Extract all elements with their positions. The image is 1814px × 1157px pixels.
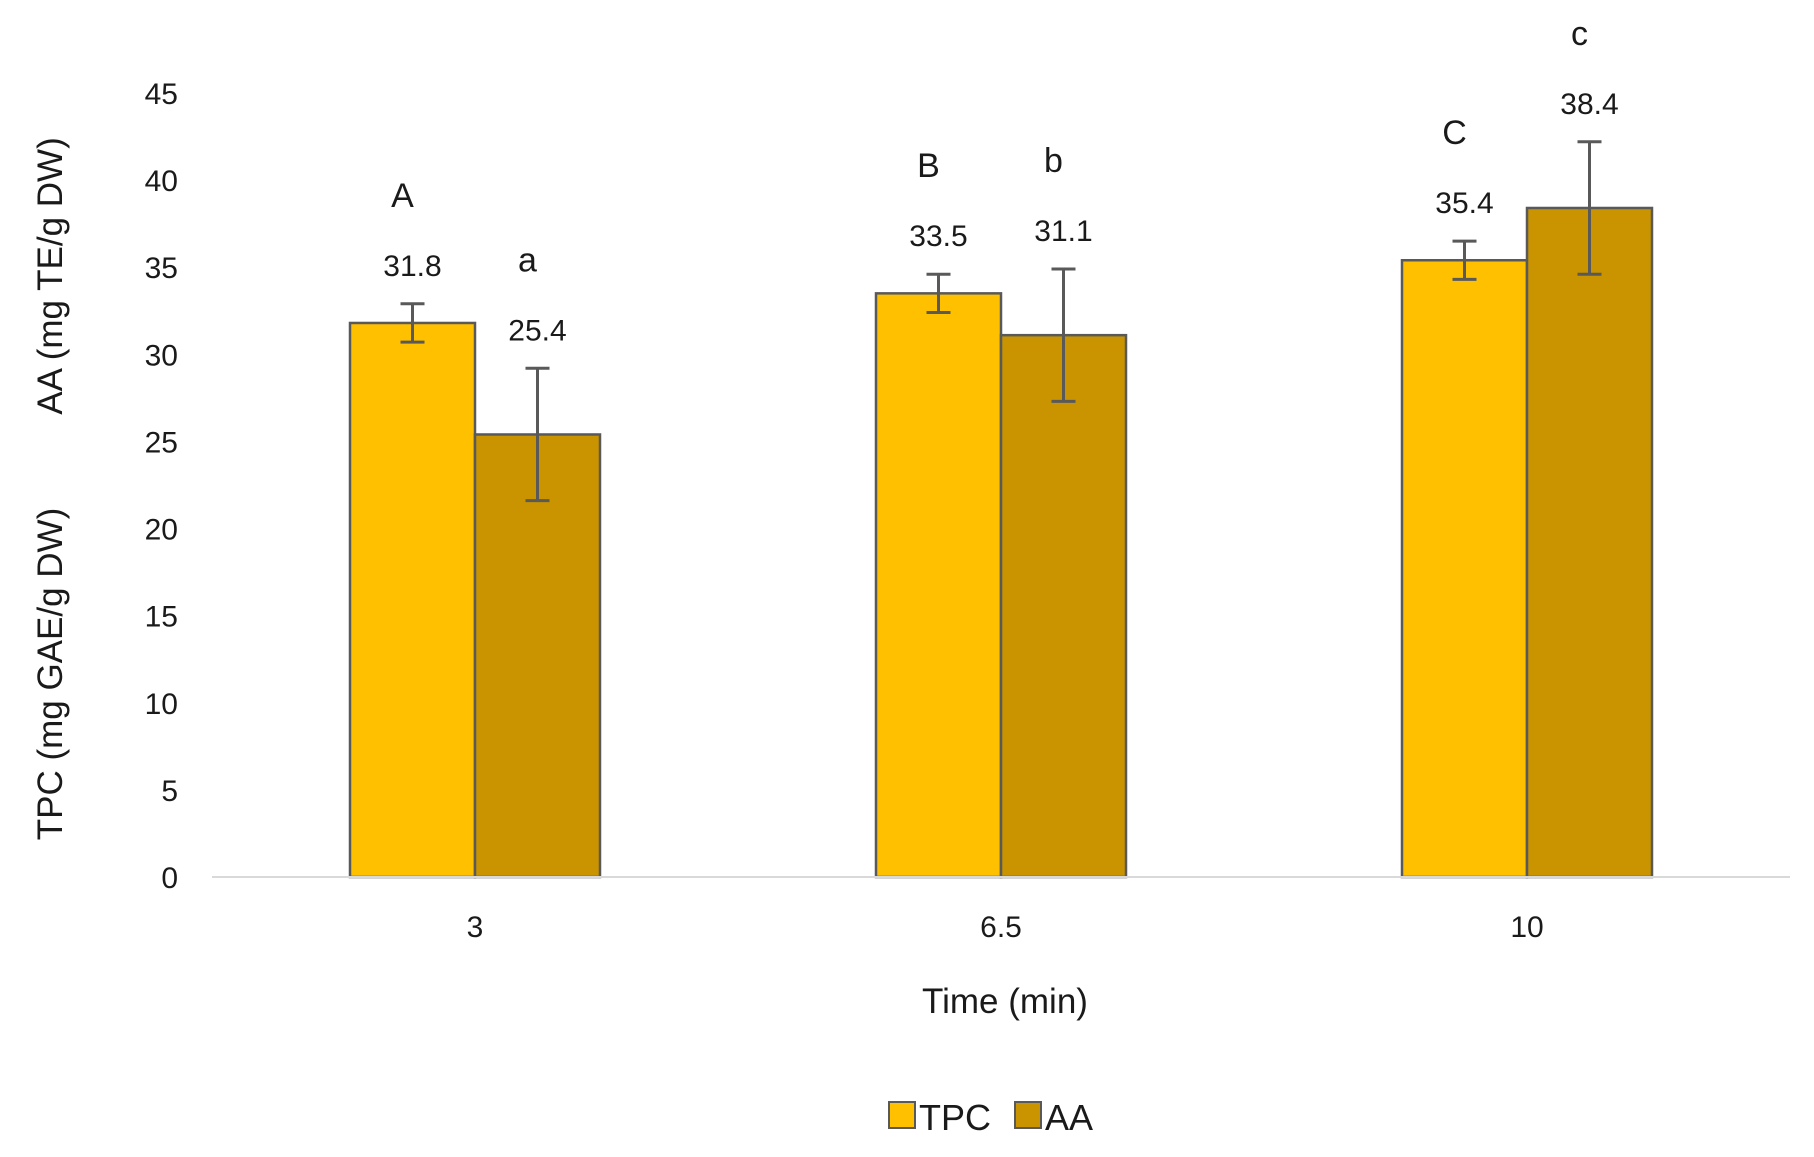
y-axis: 0 5 10 15 20 25 30 35 40 45: [145, 78, 178, 895]
error-bar: [1452, 239, 1477, 281]
y-tick-label: 35: [145, 252, 178, 285]
bar-aa: [999, 333, 1128, 879]
error-bar: [525, 366, 550, 503]
error-bar: [400, 302, 425, 344]
y-tick-label: 45: [145, 78, 178, 111]
legend-swatch: [888, 1101, 916, 1129]
legend-label: TPC: [919, 1097, 991, 1138]
data-label: 31.1: [1034, 215, 1092, 248]
bars: [348, 206, 1654, 879]
x-tick-label: 10: [1510, 911, 1543, 944]
legend-label: AA: [1045, 1097, 1093, 1138]
significance-letter: c: [1571, 15, 1588, 53]
y-tick-label: 40: [145, 165, 178, 198]
y-tick-label: 25: [145, 426, 178, 459]
y-tick-label: 15: [145, 601, 178, 634]
x-tick-label: 3: [467, 911, 484, 944]
bar-tpc: [874, 292, 1003, 879]
data-label: 35.4: [1435, 187, 1493, 220]
y-tick-label: 0: [161, 862, 178, 895]
y-tick-label: 20: [145, 514, 178, 547]
y-axis-title-tpc: TPC (mg GAE/g DW): [31, 508, 70, 841]
error-bar: [926, 272, 951, 315]
bar-tpc: [348, 321, 477, 879]
data-label: 33.5: [909, 220, 967, 253]
error-bar: [1577, 140, 1602, 276]
significance-letter: a: [518, 241, 537, 279]
legend-item-tpc: TPC: [888, 1097, 991, 1138]
y-tick-label: 5: [161, 775, 178, 808]
bar-aa: [1525, 206, 1654, 879]
significance-letter: A: [391, 177, 414, 215]
bar-aa: [473, 433, 602, 879]
y-axis-title: TPC (mg GAE/g DW) AA (mg TE/g DW): [31, 137, 70, 840]
x-tick-label: 6.5: [980, 911, 1022, 944]
significance-letter: C: [1442, 114, 1467, 152]
y-tick-label: 10: [145, 688, 178, 721]
data-label: 25.4: [508, 314, 566, 347]
legend-item-aa: AA: [1014, 1097, 1093, 1138]
legend-swatch: [1014, 1101, 1042, 1129]
bar-tpc: [1400, 259, 1529, 879]
data-label: 38.4: [1560, 88, 1618, 121]
data-label: 31.8: [383, 250, 441, 283]
error-bars: [400, 140, 1602, 503]
legend: TPC AA: [888, 1097, 1093, 1138]
x-axis: 3 6.5 10: [467, 911, 1544, 944]
error-bar: [1051, 267, 1076, 403]
significance-letter: B: [917, 147, 940, 185]
significance-letter: b: [1044, 142, 1063, 180]
y-axis-title-aa: AA (mg TE/g DW): [31, 137, 70, 414]
data-labels: 31.8 A 25.4 a 33.5 B 31.1 b 35.4 C 38.4 c: [383, 15, 1618, 347]
y-tick-label: 30: [145, 339, 178, 372]
x-axis-title: Time (min): [922, 982, 1088, 1021]
